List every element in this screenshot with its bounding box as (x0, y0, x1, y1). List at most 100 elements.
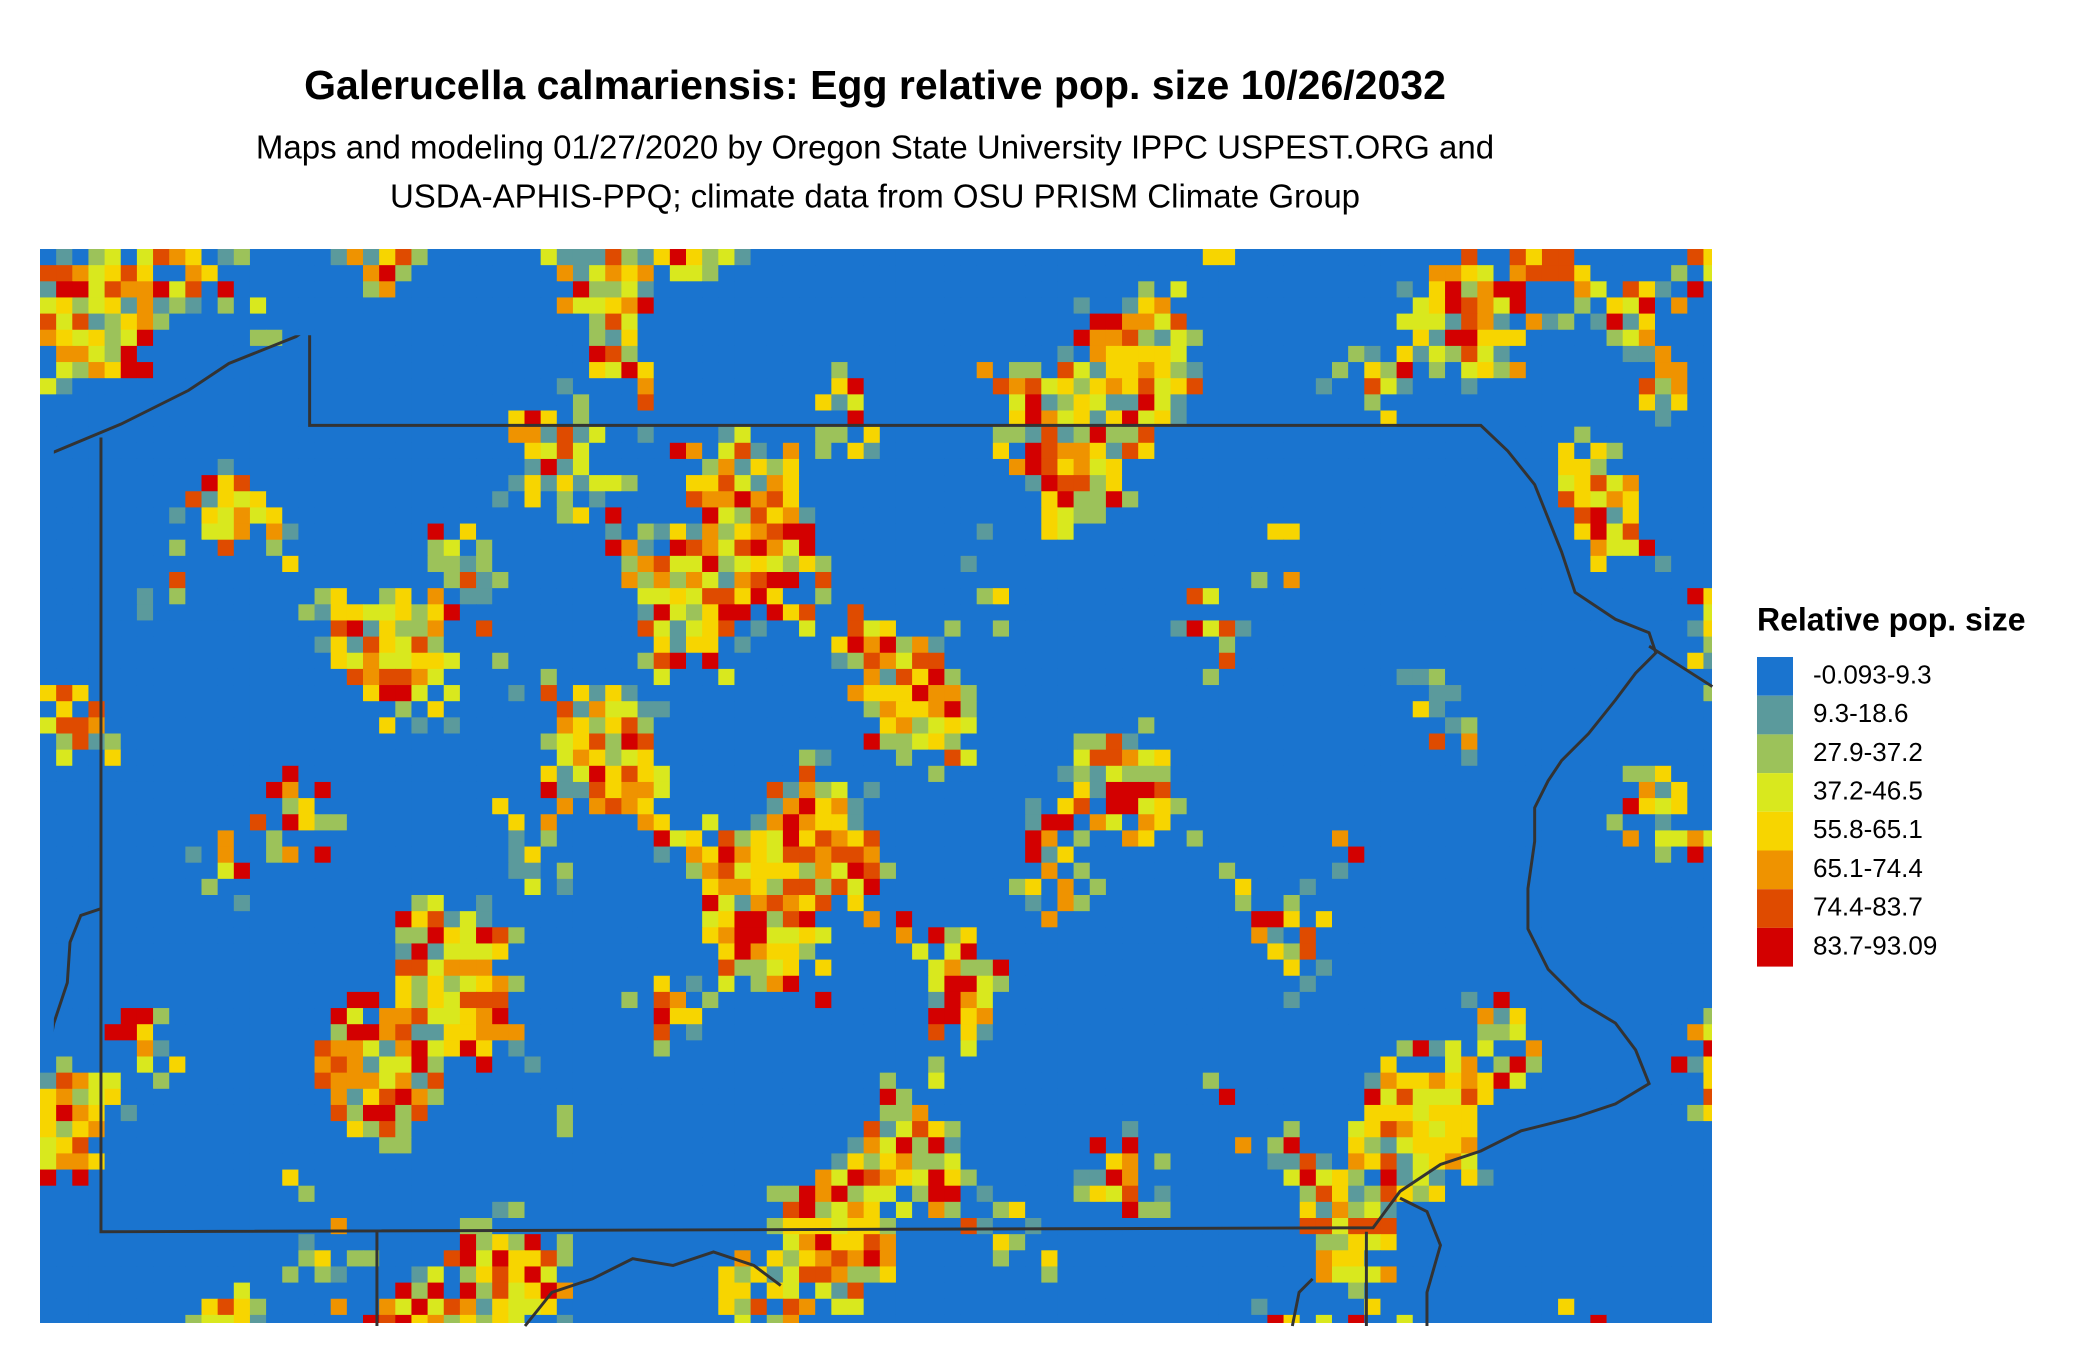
raster-cell (72, 329, 89, 347)
raster-cell (734, 620, 752, 638)
raster-cell (1299, 620, 1317, 638)
raster-cell (298, 765, 316, 783)
raster-cell (492, 491, 509, 508)
raster-cell (104, 410, 122, 428)
raster-cell (1089, 668, 1107, 686)
raster-cell (201, 959, 219, 977)
raster-cell (1218, 620, 1236, 638)
raster-cell (750, 313, 768, 331)
raster-cell (1348, 442, 1365, 460)
raster-cell (201, 555, 219, 573)
raster-cell (1590, 846, 1608, 864)
raster-cell (1525, 1008, 1543, 1025)
raster-cell (782, 555, 800, 573)
raster-cell (411, 426, 429, 444)
raster-cell (669, 362, 687, 379)
raster-cell (120, 620, 138, 638)
raster-cell (863, 620, 881, 638)
raster-cell (1655, 555, 1672, 573)
raster-cell (799, 313, 816, 331)
raster-cell (1655, 830, 1672, 848)
raster-cell (653, 895, 671, 912)
raster-cell (831, 814, 848, 831)
raster-cell (782, 394, 800, 411)
raster-cell (847, 507, 865, 525)
raster-cell (589, 911, 606, 928)
raster-cell (621, 572, 639, 589)
raster-cell (621, 297, 639, 315)
raster-cell (217, 523, 235, 541)
raster-cell (847, 975, 865, 993)
raster-cell (1138, 281, 1155, 298)
raster-cell (1622, 862, 1640, 880)
raster-cell (912, 685, 929, 702)
raster-cell (992, 846, 1010, 864)
raster-cell (1186, 281, 1204, 298)
raster-cell (1202, 588, 1220, 605)
raster-cell (363, 442, 380, 460)
raster-cell (799, 491, 816, 508)
raster-cell (1703, 313, 1712, 331)
raster-cell (799, 362, 816, 379)
raster-cell (169, 410, 186, 428)
raster-cell (153, 830, 170, 848)
raster-cell (443, 636, 461, 654)
raster-cell (863, 878, 881, 896)
raster-cell (1477, 895, 1494, 912)
raster-cell (782, 798, 800, 815)
raster-cell (72, 588, 89, 605)
raster-cell (1477, 426, 1494, 444)
raster-cell (1412, 426, 1430, 444)
raster-cell (524, 701, 542, 718)
raster-cell (379, 410, 396, 428)
raster-cell (1154, 927, 1171, 944)
raster-cell (1428, 394, 1446, 411)
raster-cell (1606, 749, 1624, 767)
raster-cell (1057, 475, 1075, 492)
raster-cell (831, 329, 848, 347)
raster-cell (702, 652, 719, 670)
raster-cell (395, 959, 412, 977)
raster-cell (702, 539, 719, 557)
raster-cell (233, 475, 251, 492)
raster-cell (976, 895, 994, 912)
raster-cell (427, 685, 445, 702)
raster-cell (637, 959, 655, 977)
raster-cell (1251, 1008, 1268, 1025)
raster-cell (1089, 862, 1107, 880)
raster-cell (427, 991, 445, 1009)
raster-cell (363, 297, 380, 315)
raster-cell (1009, 410, 1026, 428)
raster-cell (1703, 572, 1712, 589)
raster-cell (879, 846, 897, 864)
raster-cell (1089, 555, 1107, 573)
raster-cell (56, 749, 73, 767)
raster-cell (589, 862, 606, 880)
raster-cell (1396, 878, 1414, 896)
raster-cell (1154, 539, 1171, 557)
raster-cell (459, 701, 477, 718)
raster-cell (766, 475, 784, 492)
raster-cell (443, 378, 461, 395)
raster-cell (395, 539, 412, 557)
raster-cell (1251, 959, 1268, 977)
raster-cell (1315, 943, 1333, 961)
raster-cell (379, 895, 396, 912)
raster-cell (1590, 685, 1608, 702)
raster-cell (1380, 652, 1398, 670)
raster-cell (40, 1008, 57, 1025)
raster-cell (508, 572, 525, 589)
raster-cell (1009, 265, 1026, 282)
raster-cell (718, 733, 735, 751)
raster-cell (1703, 781, 1712, 799)
raster-cell (669, 717, 687, 734)
raster-cell (330, 249, 348, 266)
raster-cell (1009, 717, 1026, 734)
raster-cell (72, 878, 89, 896)
raster-cell (750, 249, 768, 266)
raster-cell (363, 943, 380, 961)
raster-cell (1267, 442, 1285, 460)
raster-cell (912, 523, 929, 541)
raster-cell (1574, 798, 1591, 815)
raster-cell (1170, 878, 1188, 896)
